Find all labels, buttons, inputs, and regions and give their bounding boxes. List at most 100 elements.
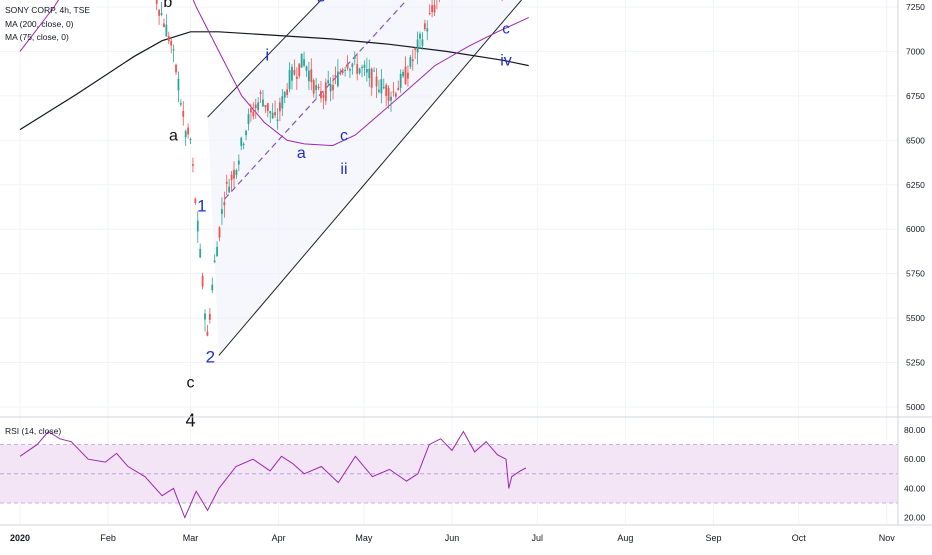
rsi-tick-label: 80.00 [904,425,926,435]
candle-body [283,91,286,98]
wave-label: 1 [197,196,206,215]
price-tick-label: 7250 [906,2,925,12]
candle-body [409,57,412,67]
ma75-legend[interactable]: MA (75, close, 0) [5,32,69,42]
candle-body [387,87,390,102]
candle-body [324,82,327,101]
trend-channel [207,0,523,356]
candle-body [341,70,344,73]
candle-body [286,89,289,95]
candle-body [332,84,334,91]
candle-body [378,89,380,92]
candle-body [170,40,173,46]
channel-fill [207,0,522,356]
candlestick-series[interactable] [21,0,525,337]
candle-body [339,73,342,75]
candle-body [211,284,214,291]
candle-body [397,87,400,91]
rsi-tick-label: 60.00 [904,454,926,464]
candle-body [295,76,298,80]
candle-body [237,160,240,165]
candle-body [344,69,347,71]
candle-body [160,13,163,15]
candle-body [365,69,368,73]
candle-body [303,59,305,66]
candle-body [411,59,414,62]
candle-body [298,63,301,77]
channel-lower-line [218,0,523,356]
candle-body [356,64,359,74]
candle-body [187,127,190,135]
candle-body [363,64,366,68]
rsi-line [19,430,527,519]
wave-label: a [297,145,306,162]
candle-body [266,103,269,112]
ma200-legend[interactable]: MA (200, close, 0) [5,19,74,29]
candle-body [201,275,204,287]
candle-body [334,75,337,77]
candle-body [426,28,429,32]
wave-label: i [265,45,269,64]
candle-body [375,76,378,87]
candle-body [380,79,383,94]
time-tick-label: May [355,533,373,543]
time-tick-label: Oct [792,533,807,543]
candle-body [315,85,318,91]
candle-body [264,105,267,108]
candle-body [206,331,209,336]
candle-body [259,92,262,94]
channel-median-line [224,0,408,200]
candle-body [172,49,175,51]
candle-body [399,73,402,88]
candle-body [175,64,177,73]
candle-body [182,110,185,117]
rsi-legend[interactable]: RSI (14, close) [5,426,62,436]
candle-body [281,96,284,109]
candle-body [373,70,376,72]
candle-body [163,23,165,28]
candle-body [322,94,325,98]
price-tick-label: 5750 [906,269,925,279]
candle-body [204,313,206,320]
axes: 9500925090008750850082508000775075007250… [0,0,932,543]
candle-body [155,0,158,4]
price-tick-label: 5250 [906,358,925,368]
candle-body [208,313,211,320]
candle-body [213,260,216,262]
candle-body [421,39,424,46]
symbol-title[interactable]: SONY CORP, 4h, TSE [5,5,91,15]
candle-body [317,86,320,89]
ma75-line [19,0,529,147]
candle-body [233,169,235,179]
rsi-background [0,444,898,504]
candle-body [240,137,243,146]
candle-body [310,69,313,82]
ma200-line [19,31,529,131]
time-tick-label: Jun [445,533,460,543]
candle-body [216,246,218,257]
rsi-series[interactable] [19,430,527,519]
candle-body [252,112,255,117]
time-tick-label: Mar [183,533,199,543]
rsi-tick-label: 20.00 [904,513,926,523]
candle-body [271,112,274,119]
candle-body [407,72,409,79]
candle-body [300,53,303,68]
price-tick-label: 6750 [906,91,925,101]
candle-body [247,114,250,125]
wave-label: 2 [206,348,215,367]
wave-label: ii [340,161,347,178]
candle-body [257,102,260,110]
candle-body [218,227,221,238]
wave-labels: 3bac412iabciiiiibaciv3v45 [163,0,511,431]
candle-body [416,39,419,53]
candle-body [288,70,291,90]
candle-body [167,36,170,42]
candle-body [349,68,351,71]
candle-body [279,102,281,112]
candle-body [390,96,392,101]
candle-body [382,86,385,89]
candle-body [327,80,330,84]
